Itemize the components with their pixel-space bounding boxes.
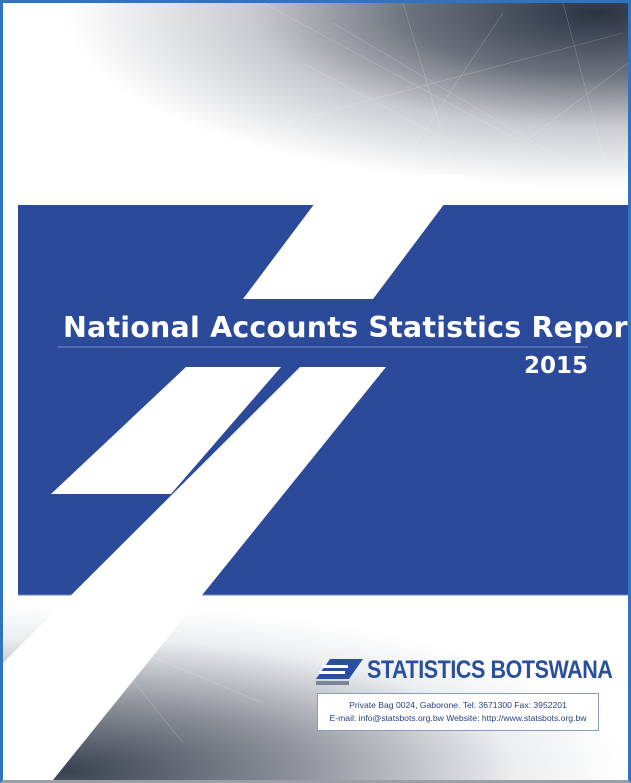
- contact-line: E-mail: info@statsbots.org.bw Website: h…: [318, 712, 598, 725]
- top-background: [3, 3, 628, 208]
- report-year: 2015: [524, 353, 588, 379]
- contact-box: Private Bag 0024, Gaborone. Tel: 3671300…: [317, 693, 599, 731]
- report-title: National Accounts Statistics Report: [63, 311, 603, 344]
- contact-line: Private Bag 0024, Gaborone. Tel: 3671300…: [318, 699, 598, 712]
- organization-name: STATISTICS BOTSWANA: [367, 656, 612, 685]
- cover-page: National Accounts Statistics Report 2015…: [0, 0, 631, 783]
